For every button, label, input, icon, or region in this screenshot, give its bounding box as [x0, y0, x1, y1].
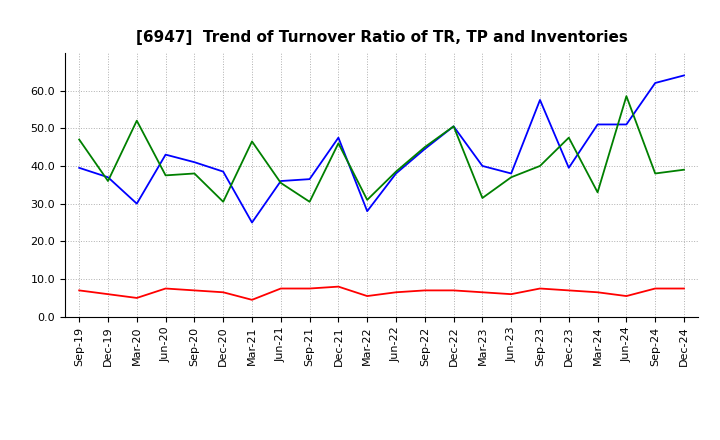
Trade Receivables	[305, 286, 314, 291]
Trade Receivables	[507, 292, 516, 297]
Inventories	[420, 144, 429, 150]
Trade Receivables	[536, 286, 544, 291]
Trade Receivables	[104, 292, 112, 297]
Trade Receivables	[363, 293, 372, 299]
Inventories	[593, 190, 602, 195]
Trade Payables	[507, 171, 516, 176]
Trade Payables	[680, 73, 688, 78]
Trade Payables	[161, 152, 170, 157]
Trade Payables	[622, 122, 631, 127]
Inventories	[248, 139, 256, 144]
Trade Payables	[449, 124, 458, 129]
Trade Receivables	[449, 288, 458, 293]
Trade Receivables	[478, 290, 487, 295]
Inventories	[680, 167, 688, 172]
Trade Payables	[104, 175, 112, 180]
Trade Receivables	[420, 288, 429, 293]
Trade Receivables	[680, 286, 688, 291]
Inventories	[392, 169, 400, 174]
Trade Payables	[392, 171, 400, 176]
Line: Trade Receivables: Trade Receivables	[79, 286, 684, 300]
Inventories	[536, 163, 544, 169]
Inventories	[132, 118, 141, 123]
Trade Receivables	[190, 288, 199, 293]
Inventories	[449, 124, 458, 129]
Trade Receivables	[564, 288, 573, 293]
Trade Receivables	[593, 290, 602, 295]
Trade Receivables	[219, 290, 228, 295]
Trade Receivables	[276, 286, 285, 291]
Trade Payables	[305, 176, 314, 182]
Trade Payables	[593, 122, 602, 127]
Inventories	[507, 175, 516, 180]
Trade Payables	[75, 165, 84, 170]
Trade Payables	[219, 169, 228, 174]
Inventories	[564, 135, 573, 140]
Trade Payables	[132, 201, 141, 206]
Inventories	[219, 199, 228, 205]
Inventories	[161, 173, 170, 178]
Inventories	[75, 137, 84, 142]
Line: Trade Payables: Trade Payables	[79, 75, 684, 223]
Trade Receivables	[651, 286, 660, 291]
Inventories	[190, 171, 199, 176]
Inventories	[276, 180, 285, 186]
Title: [6947]  Trend of Turnover Ratio of TR, TP and Inventories: [6947] Trend of Turnover Ratio of TR, TP…	[135, 29, 628, 45]
Trade Receivables	[392, 290, 400, 295]
Inventories	[478, 195, 487, 201]
Trade Receivables	[622, 293, 631, 299]
Trade Payables	[276, 178, 285, 183]
Trade Payables	[564, 165, 573, 170]
Trade Payables	[190, 160, 199, 165]
Trade Receivables	[132, 295, 141, 301]
Trade Receivables	[248, 297, 256, 302]
Trade Payables	[363, 209, 372, 214]
Trade Payables	[248, 220, 256, 225]
Trade Payables	[536, 97, 544, 103]
Trade Payables	[651, 81, 660, 86]
Inventories	[104, 178, 112, 183]
Inventories	[334, 141, 343, 146]
Trade Payables	[478, 163, 487, 169]
Trade Payables	[334, 135, 343, 140]
Inventories	[622, 94, 631, 99]
Inventories	[363, 197, 372, 202]
Inventories	[651, 171, 660, 176]
Line: Inventories: Inventories	[79, 96, 684, 202]
Trade Receivables	[334, 284, 343, 289]
Inventories	[305, 199, 314, 205]
Trade Payables	[420, 147, 429, 152]
Trade Receivables	[75, 288, 84, 293]
Trade Receivables	[161, 286, 170, 291]
